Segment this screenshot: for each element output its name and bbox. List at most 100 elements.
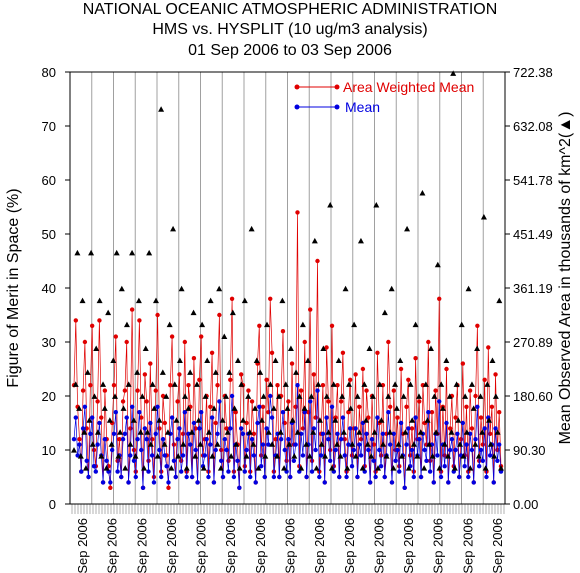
series-red-point [157,426,162,431]
series-blue-point [424,458,429,463]
series-red-point [375,350,380,355]
y-axis-right-label: Mean Observed Area in thousands of km^2(… [557,112,574,445]
series-black-point [103,465,110,471]
series-blue-point [304,474,309,480]
series-blue-point [111,431,117,436]
series-black-point [192,453,199,459]
series-red-point [88,383,93,388]
legend-marker-red-end [334,84,340,90]
series-blue-point [186,431,191,436]
series-blue-point [179,469,184,474]
series-black-point [277,429,284,435]
series-blue-point [371,458,377,463]
series-black-point [84,369,91,375]
series-black-point [352,453,359,459]
x-tick-label: Sep 2006 [460,518,475,573]
series-blue-point [139,447,144,453]
legend-item-mean: Mean [294,99,380,115]
series-black-point [327,201,334,208]
series-black-point [82,465,89,471]
series-black-point [137,429,144,435]
series-blue-point [211,480,217,485]
y-axis-right-ticks: 0.00 90.30 180.60 270.89 361.19 451.49 541.78 6… [505,65,553,512]
series-red-point [280,329,286,334]
series-black-point [110,357,117,363]
series-black-point [359,465,366,471]
y-left-tick-label: 10 [42,443,56,458]
series-blue-point [240,431,246,436]
series-black-point [479,429,486,435]
series-red-point [358,437,364,442]
series-red-point [398,366,404,372]
series-red-point [226,458,231,463]
series-black-point [171,381,178,387]
series-blue-point [380,431,386,436]
series-red-point [286,399,291,404]
series-red-point [213,420,218,426]
series-black-point [310,429,317,435]
series-black-point [286,441,293,447]
series-blue-point [466,474,471,480]
series-black-point [308,393,315,399]
y-left-tick-label: 80 [42,65,56,80]
series-black-point [494,429,501,435]
y-right-tick-label: 722.38 [513,65,553,80]
series-black-point [252,405,259,411]
series-blue-point [442,464,447,469]
series-black-point [101,405,108,411]
series-red-point [496,410,502,415]
series-red-point [113,334,118,339]
series-blue-point [113,410,118,415]
series-red-point [482,377,487,382]
series-red-point [186,383,191,388]
series-blue-point [231,474,237,480]
legend-marker-blue-start [294,104,300,110]
series-black-point [340,429,347,435]
series-black-point [320,345,327,352]
series-black-point [465,285,472,292]
series-black-point [472,441,479,447]
series-red-point [444,366,449,372]
series-blue-point [444,420,449,426]
series-black-point [325,429,332,435]
series-black-point [272,357,279,363]
series-blue-point [338,437,344,442]
series-red-point [473,393,478,399]
series-red-point [217,312,222,318]
series-mean [71,383,504,490]
series-black-point [371,429,378,435]
series-blue-point [128,453,133,458]
series-blue-point [195,480,200,485]
series-blue-point [100,480,106,485]
series-blue-point [129,404,135,409]
series-blue-point [249,437,255,442]
series-black-point [409,417,416,423]
series-black-point [71,447,77,453]
series-black-point [216,285,223,292]
y-right-tick-label: 541.78 [513,173,553,188]
series-black-point [127,441,134,447]
series-blue-point [95,442,100,447]
series-blue-point [364,431,369,436]
series-black-point [226,369,233,375]
series-black-point [86,417,93,423]
series-blue-point [177,426,182,431]
x-tick-label: Sep 2006 [134,518,149,573]
series-black-point [376,381,383,387]
series-blue-point [238,426,244,431]
series-black-point [287,345,294,352]
y-axis-left-ticks: 0 10 20 30 40 50 60 70 80 [42,65,70,512]
series-black-point [361,381,368,387]
series-blue-point [260,442,266,447]
series-blue-point [115,469,120,474]
series-blue-point [417,437,422,442]
series-black-point [231,405,238,411]
series-black-point [426,441,433,447]
series-black-point [125,381,132,387]
series-black-point [303,441,310,447]
series-blue-point [198,410,204,415]
series-black-point [228,453,235,459]
series-blue-point [453,447,458,453]
x-tick-label: Sep 2006 [490,518,505,573]
series-black-point [146,249,153,256]
